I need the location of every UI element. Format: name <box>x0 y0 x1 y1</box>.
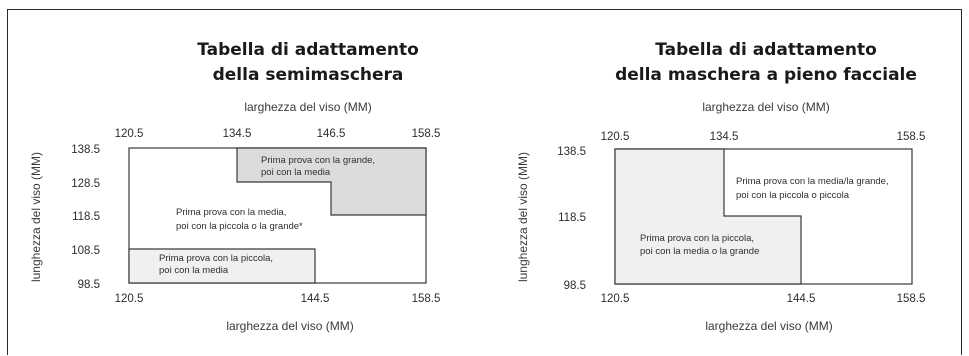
right-chart: Tabella di adattamento della maschera a … <box>516 40 925 333</box>
left-piccola-label-line-1: Prima prova con la piccola, <box>159 253 273 264</box>
left-piccola-label-line-2: poi con la media <box>159 265 229 276</box>
right-top-tick: 134.5 <box>710 131 739 143</box>
left-chart: Tabella di adattamento della semimascher… <box>29 40 440 333</box>
right-title-line-2: della maschera a pieno facciale <box>615 65 917 85</box>
right-title-line-1: Tabella di adattamento <box>655 40 877 60</box>
left-y-tick: 138.5 <box>71 144 100 156</box>
left-title-line-1: Tabella di adattamento <box>197 40 419 60</box>
right-top-tick: 120.5 <box>601 131 630 143</box>
right-y-axis-label: lunghezza del viso (MM) <box>516 152 530 282</box>
left-top-tick: 146.5 <box>317 128 346 140</box>
left-grande-label-line-2: poi con la media <box>261 167 331 178</box>
left-bottom-tick: 158.5 <box>412 293 441 305</box>
left-region-grande <box>236 147 427 216</box>
left-media-label-line-2: poi con la piccola o la grande* <box>176 221 303 232</box>
left-bottom-tick: 144.5 <box>301 293 330 305</box>
right-bottom-tick: 144.5 <box>787 293 816 305</box>
left-media-label-line-1: Prima prova con la media, <box>176 207 286 218</box>
right-media-grande-label-line-2: poi con la piccola o piccola <box>736 190 850 201</box>
left-y-tick: 118.5 <box>72 211 100 223</box>
left-top-tick: 158.5 <box>412 128 441 140</box>
left-top-tick: 134.5 <box>223 128 252 140</box>
left-y-tick: 108.5 <box>71 245 100 257</box>
right-y-tick: 118.5 <box>558 212 586 224</box>
left-y-axis-label: lunghezza del viso (MM) <box>29 152 43 282</box>
left-y-tick: 128.5 <box>71 178 100 190</box>
left-bottom-axis-label: larghezza del viso (MM) <box>226 319 353 333</box>
right-y-tick: 98.5 <box>564 280 586 292</box>
left-region-piccola <box>128 248 316 284</box>
left-grande-label-line-1: Prima prova con la grande, <box>261 155 375 166</box>
right-piccola-label-line-1: Prima prova con la piccola, <box>640 233 754 244</box>
right-media-grande-label-line-1: Prima prova con la media/la grande, <box>736 176 889 187</box>
right-region-piccola <box>614 148 802 285</box>
left-top-tick: 120.5 <box>115 128 144 140</box>
figure-frame: Tabella di adattamento della semimascher… <box>7 9 962 355</box>
right-bottom-axis-label: larghezza del viso (MM) <box>705 319 832 333</box>
right-bottom-tick: 158.5 <box>897 293 926 305</box>
right-top-axis-label: larghezza del viso (MM) <box>702 100 829 114</box>
left-y-ticks: 138.5 128.5 118.5 108.5 98.5 <box>71 144 100 291</box>
right-y-ticks: 138.5 118.5 98.5 <box>557 146 586 292</box>
left-title-line-2: della semimaschera <box>213 65 404 85</box>
left-y-tick: 98.5 <box>78 279 100 291</box>
left-top-ticks: 120.5 134.5 146.5 158.5 <box>115 128 441 140</box>
right-bottom-tick: 120.5 <box>601 293 630 305</box>
right-piccola-label-line-2: poi con la media o la grande <box>640 246 759 257</box>
left-top-axis-label: larghezza del viso (MM) <box>244 100 371 114</box>
right-top-ticks: 120.5 134.5 158.5 <box>601 131 926 143</box>
left-bottom-tick: 120.5 <box>115 293 144 305</box>
right-bottom-ticks: 120.5 144.5 158.5 <box>601 293 926 305</box>
right-y-tick: 138.5 <box>557 146 586 158</box>
right-top-tick: 158.5 <box>897 131 926 143</box>
left-bottom-ticks: 120.5 144.5 158.5 <box>115 293 441 305</box>
